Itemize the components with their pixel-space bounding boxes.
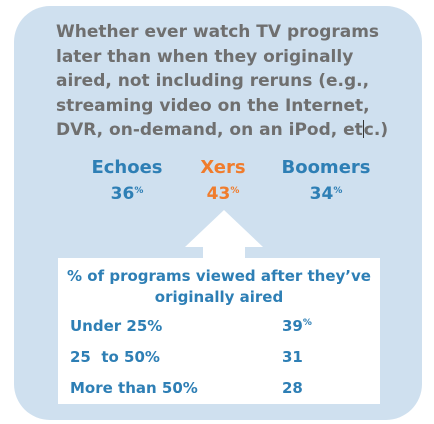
text-cursor	[362, 120, 364, 138]
percent-sign: %	[333, 186, 343, 196]
question-text: Whether ever watch TV programs later tha…	[56, 20, 406, 143]
percent-sign: %	[230, 186, 240, 196]
breakdown-title: % of programs viewed after they’ve origi…	[67, 267, 371, 306]
value-number: 28	[282, 379, 303, 397]
table-row: More than 50% 28	[70, 379, 370, 401]
value-number: 34	[309, 184, 334, 204]
generation-label: Echoes	[91, 157, 163, 178]
row-label: Under 25%	[70, 317, 163, 335]
generation-label: Boomers	[281, 157, 371, 178]
generation-echoes: Echoes 36%	[72, 158, 182, 205]
row-value: 39%	[282, 317, 312, 335]
table-row: 25 to 50% 31	[70, 348, 370, 370]
value-number: 39	[282, 317, 303, 335]
up-arrow-icon	[185, 210, 263, 247]
generation-value: 43%	[168, 180, 278, 205]
value-number: 43	[206, 184, 231, 204]
up-arrow-stem	[203, 246, 245, 260]
generation-label: Xers	[200, 157, 246, 178]
row-value: 28	[282, 379, 303, 397]
question-text-part2: c.)	[363, 120, 389, 140]
percent-sign: %	[134, 186, 144, 196]
generation-value: 36%	[72, 180, 182, 205]
question-text-part1: Whether ever watch TV programs later tha…	[56, 22, 380, 140]
breakdown-box: % of programs viewed after they’ve origi…	[58, 258, 380, 404]
table-row: Under 25% 39%	[70, 317, 370, 339]
generation-xers: Xers 43%	[168, 158, 278, 205]
generation-value: 34%	[271, 180, 381, 205]
row-label: 25 to 50%	[70, 348, 160, 366]
value-number: 36	[110, 184, 135, 204]
value-number: 31	[282, 348, 303, 366]
generation-boomers: Boomers 34%	[271, 158, 381, 205]
row-label: More than 50%	[70, 379, 198, 397]
row-value: 31	[282, 348, 303, 366]
percent-sign: %	[302, 318, 312, 328]
